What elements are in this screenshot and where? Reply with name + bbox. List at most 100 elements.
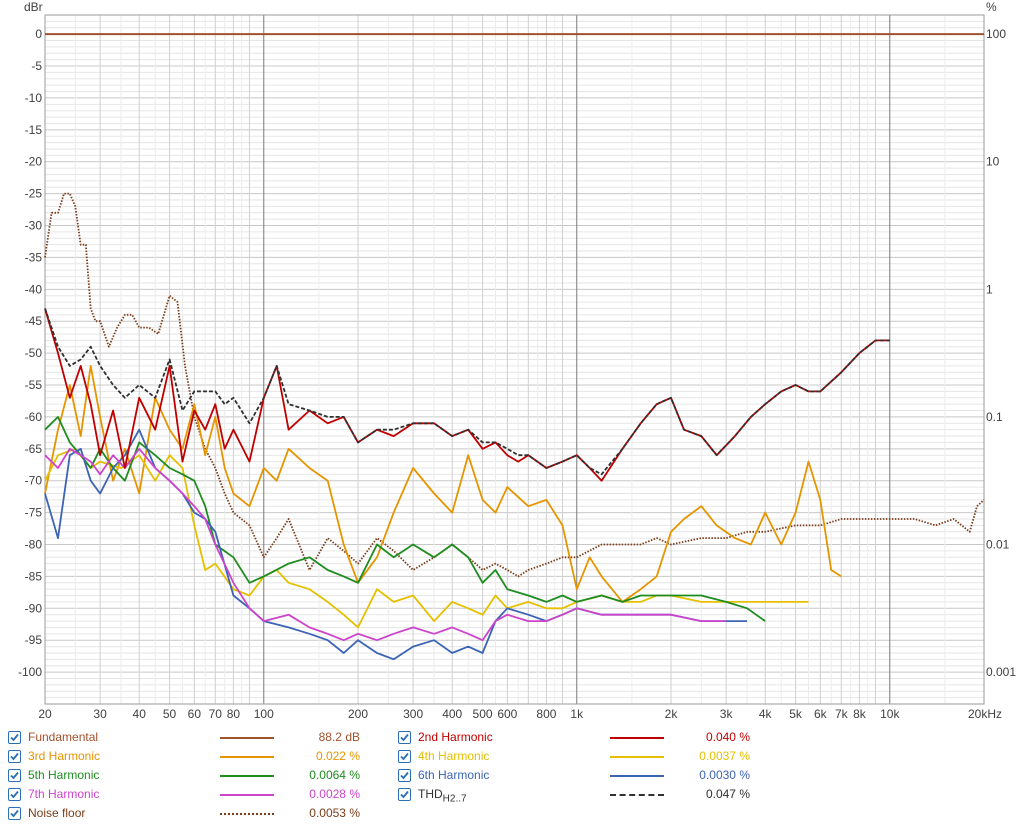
legend-checkbox-5th-harmonic[interactable] [8,769,21,782]
legend-checkbox-6th-harmonic[interactable] [398,769,411,782]
x-tick-label: 10k [880,707,900,720]
legend-swatch-thd [610,794,664,796]
legend-label-noise-floor: Noise floor [28,806,85,821]
plot-frame [44,14,985,705]
legend-swatch-6th-harmonic [610,775,664,777]
series-line-7th-harmonic [44,447,727,642]
legend-swatch-7th-harmonic [220,794,274,796]
x-tick-label: 3k [720,707,734,720]
legend-value-6th-harmonic: 0.0030 % [699,768,750,782]
legend-checkbox-2nd-harmonic[interactable] [398,731,411,744]
legend-swatch-fundamental [220,737,274,739]
legend-label-4th-harmonic: 4th Harmonic [418,749,489,764]
x-tick-label: 20kHz [968,707,1002,720]
legend-swatch-5th-harmonic [220,775,274,777]
x-tick-label: 400 [442,707,462,720]
legend-label-text: Noise floor [28,806,86,820]
x-tick-label: 500 [473,707,493,720]
legend-checkbox-3rd-harmonic[interactable] [8,750,21,763]
legend-checkbox-noise-floor[interactable] [8,807,21,820]
y-tick-label-left: -35 [25,250,43,264]
legend-row-5th-harmonic: 5th Harmonic 0.0064 % [0,768,360,786]
legend-label-3rd-harmonic: 3rd Harmonic [28,749,100,764]
x-tick-label: 200 [348,707,368,720]
y-tick-label-left: -45 [25,314,43,328]
y-tick-label-left: 0 [35,27,42,41]
legend-label-thd: THDH2..7 [418,787,467,806]
legend-swatch-2nd-harmonic [610,737,664,739]
legend-value-7th-harmonic: 0.0028 % [309,787,360,801]
checkmark-icon [10,733,19,742]
legend-label-text: 4th Harmonic [418,749,490,763]
y-tick-label-right: 0.01 [986,538,1010,552]
y-tick-label-left: -10 [25,91,43,105]
legend-checkbox-7th-harmonic[interactable] [8,788,21,801]
distortion-chart: 0 -5 -10 -15 -20 -25 -30 -35 -40 -45 -50 -55 -60 -65 -… [18,0,1016,720]
legend-checkbox-4th-harmonic[interactable] [398,750,411,763]
x-tick-label: 70 [209,707,223,720]
legend-label-text: 6th Harmonic [418,768,490,782]
legend-label-text: 7th Harmonic [28,787,100,801]
y-tick-label-left: -70 [25,474,43,488]
legend-label-7th-harmonic: 7th Harmonic [28,787,99,802]
legend-value-4th-harmonic: 0.0037 % [699,749,750,763]
checkmark-icon [10,809,19,818]
legend-row-4th-harmonic: 4th Harmonic 0.0037 % [0,749,750,767]
y-tick-label-left: -100 [18,665,42,679]
series-line-5th-harmonic [44,416,766,622]
y-tick-label-left: -55 [25,378,43,392]
y-tick-label-left: -90 [25,601,43,615]
legend-checkbox-thd[interactable] [398,788,411,801]
legend-row-fundamental: Fundamental 88.2 dB [0,730,360,748]
legend-swatch-3rd-harmonic [220,756,274,758]
y-tick-label-right: 1 [986,282,993,296]
legend-value-noise-floor: 0.0053 % [309,806,360,820]
x-tick-label: 800 [536,707,556,720]
y-tick-label-right: 0.1 [986,410,1003,424]
y-tick-label-right: 0.001 [986,665,1016,679]
legend-value-thd: 0.047 % [705,787,750,801]
y-tick-label-left: -80 [25,538,43,552]
legend-swatch-4th-harmonic [610,756,664,758]
x-tick-label: 300 [403,707,423,720]
axis-labels: 0 -5 -10 -15 -20 -25 -30 -35 -40 -45 -50 -55 -60 -65 -… [18,27,1016,720]
checkmark-icon [400,771,409,780]
legend-label-text: 5th Harmonic [28,768,100,782]
legend-value-2nd-harmonic: 0.040 % [705,730,750,744]
legend-value-5th-harmonic: 0.0064 % [309,768,360,782]
y-tick-label-left: -65 [25,442,43,456]
y-tick-label-left: -20 [25,155,43,169]
y-tick-label-right: 10 [986,155,1000,169]
y-tick-label-left: -5 [31,59,42,73]
series-line-thd [44,308,890,476]
series-layer [44,33,985,661]
x-tick-label: 50 [163,707,177,720]
right-axis-unit: % [986,0,997,14]
x-tick-label: 100 [254,707,274,720]
y-tick-label-left: -25 [25,187,43,201]
legend-row-noise-floor: Noise floor 0.0053 % [0,806,360,824]
y-tick-label-left: -30 [25,219,43,233]
legend-value-fundamental: 88.2 dB [318,730,360,744]
legend-label-subscript: H2..7 [442,793,467,805]
x-tick-label: 1k [570,707,584,720]
y-tick-label-left: -95 [25,633,43,647]
x-tick-label: 600 [497,707,517,720]
series-line-noise-floor [44,192,985,578]
legend-swatch-noise-floor [220,813,274,815]
x-tick-label: 40 [133,707,147,720]
x-tick-label: 2k [665,707,679,720]
x-tick-label: 60 [188,707,202,720]
legend-label-5th-harmonic: 5th Harmonic [28,768,99,783]
y-tick-label-left: -40 [25,282,43,296]
legend-label-text: THD [418,787,443,801]
x-tick-label: 4k [759,707,773,720]
x-tick-label: 6k [814,707,828,720]
legend-checkbox-fundamental[interactable] [8,731,21,744]
checkmark-icon [400,790,409,799]
checkmark-icon [400,733,409,742]
x-tick-label: 5k [789,707,803,720]
checkmark-icon [10,790,19,799]
legend-row-3rd-harmonic: 3rd Harmonic 0.022 % [0,749,360,767]
legend-row-7th-harmonic: 7th Harmonic 0.0028 % [0,787,360,805]
